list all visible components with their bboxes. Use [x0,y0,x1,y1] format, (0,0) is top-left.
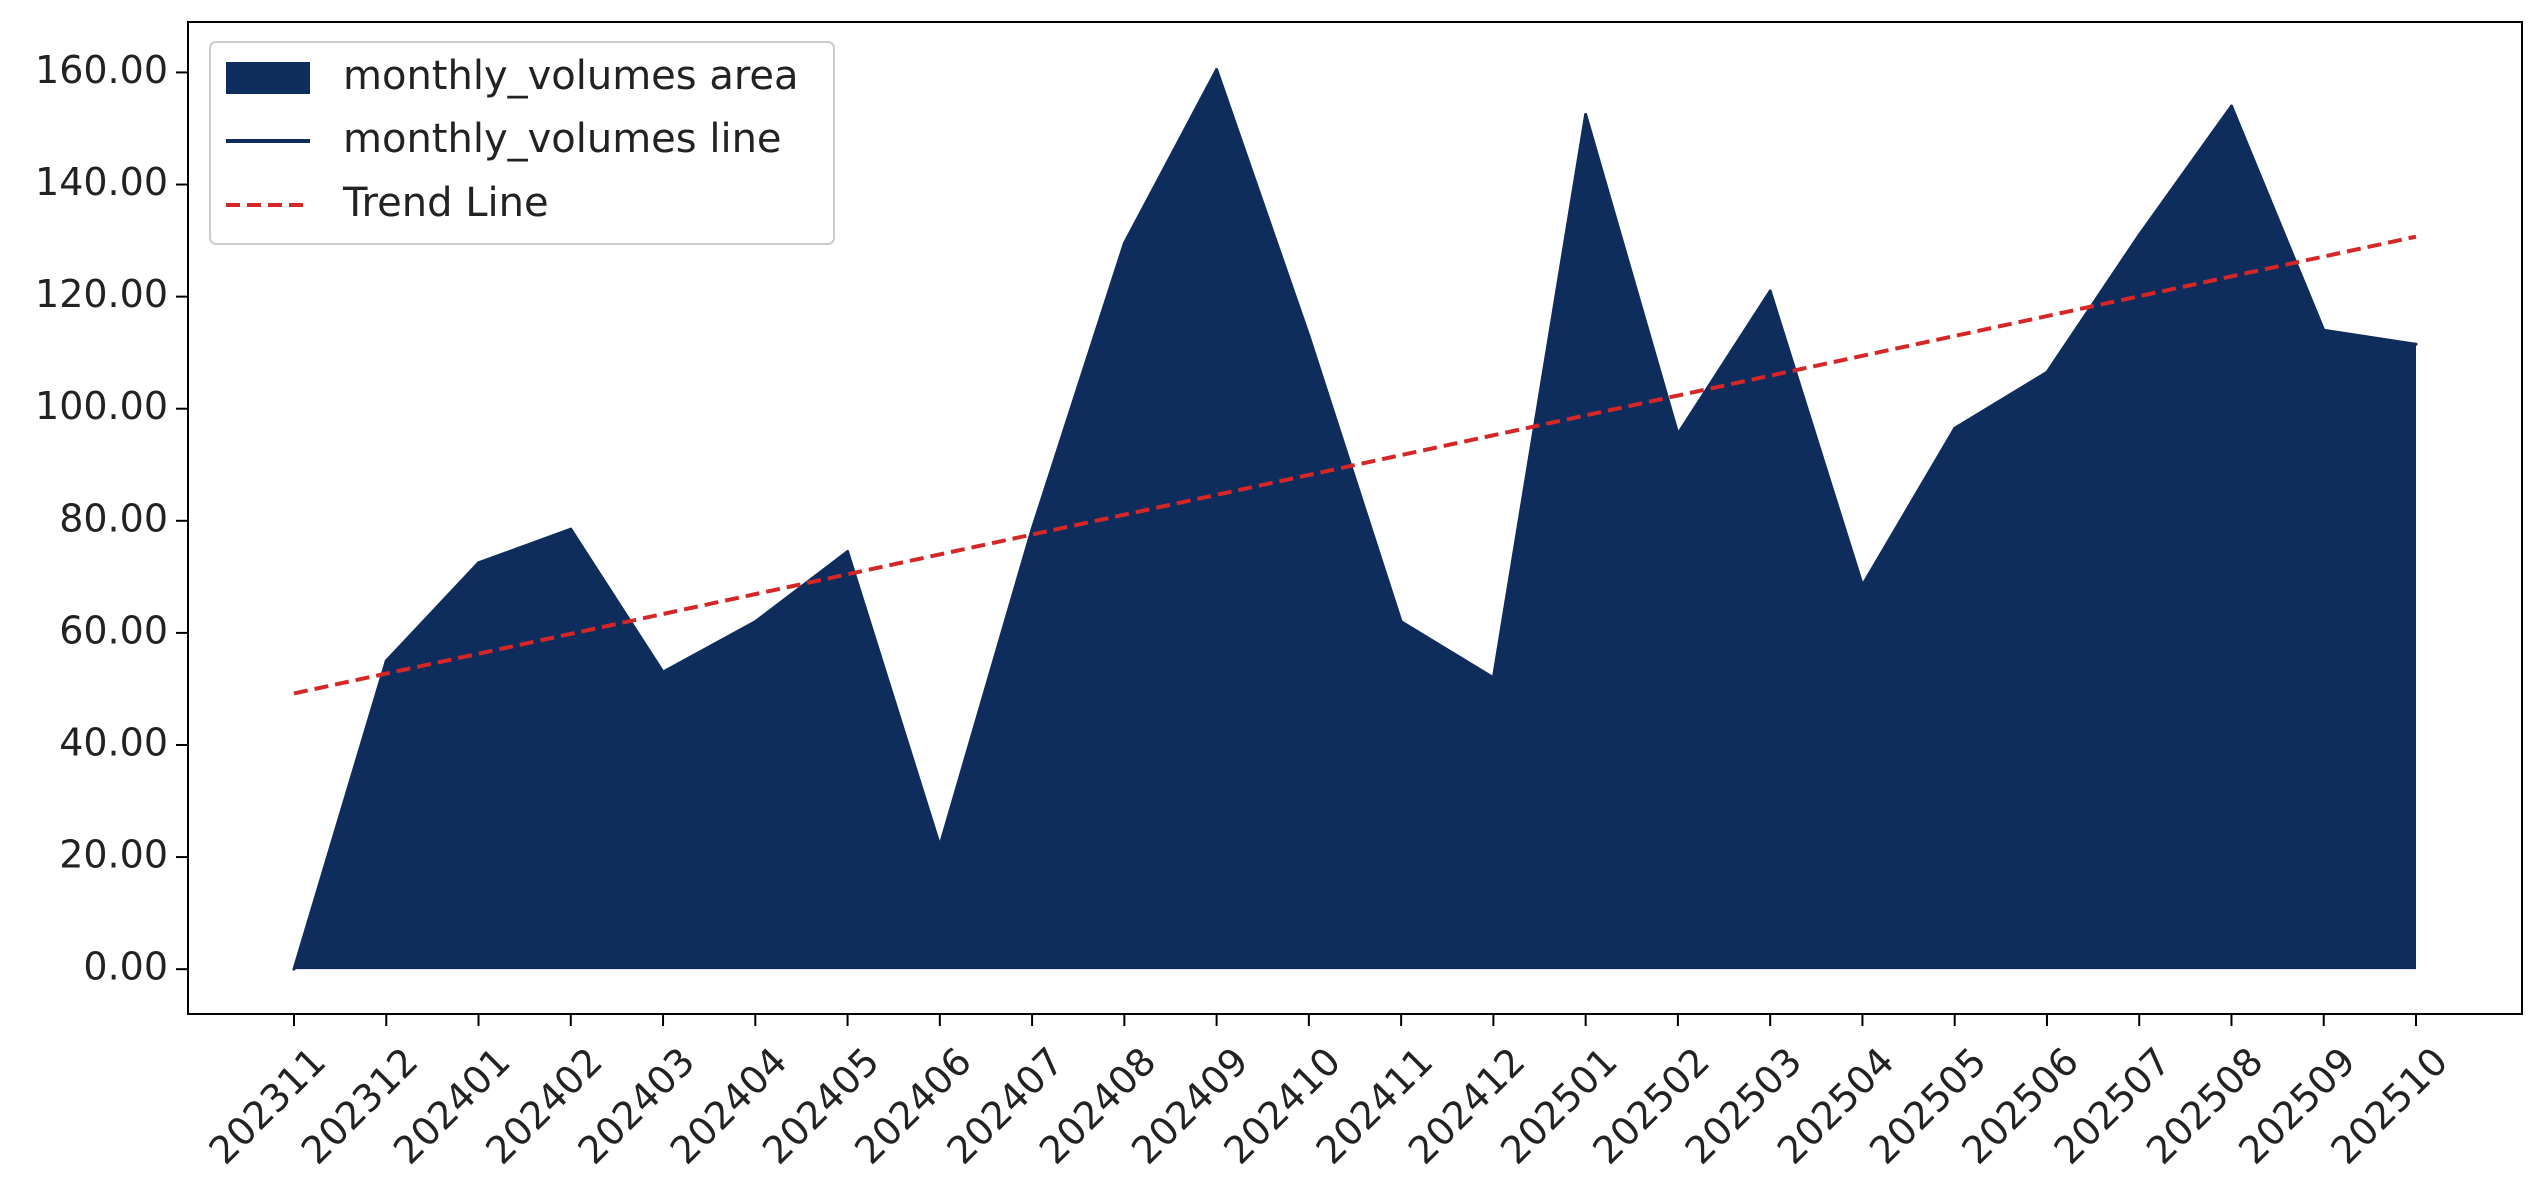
legend-label: monthly_volumes area [343,53,799,99]
data-point [753,620,757,624]
data-point [2414,342,2418,346]
data-point [1030,527,1034,531]
data-point [1307,334,1311,338]
plot-area [292,68,2418,971]
data-point [846,550,850,554]
trend-line [293,234,2417,696]
data-point [1676,432,1680,436]
data-point [1122,241,1126,245]
data-point [384,659,388,663]
data-point [1491,676,1495,680]
area-fill-monthly-volumes [294,69,2416,970]
data-point [2322,328,2326,332]
data-point [1584,112,1588,116]
y-tick-label: 140.00 [35,160,168,204]
legend: monthly_volumes area monthly_volumes line… [209,41,835,245]
data-point [938,844,942,848]
data-point [1953,426,1957,430]
data-point [1399,620,1403,624]
y-tick-label: 0.00 [83,945,168,989]
legend-swatch-area [226,62,310,94]
series-line-monthly-volumes [292,68,2417,970]
y-tick-label: 160.00 [35,48,168,92]
data-point [569,527,573,531]
data-point [1860,583,1864,587]
y-tick-label: 20.00 [59,833,168,877]
y-tick-label: 100.00 [35,384,168,428]
y-tick-label: 80.00 [59,496,168,540]
data-point [2137,233,2141,237]
data-point [2229,104,2233,108]
data-point [1215,68,1219,72]
data-point [477,561,481,565]
y-tick-label: 40.00 [59,720,168,764]
y-tick-label: 60.00 [59,608,168,652]
data-point [1768,289,1772,293]
axes-frame [187,21,2523,1015]
data-point [2045,370,2049,374]
legend-label: Trend Line [342,180,549,226]
data-point [292,967,296,971]
y-tick-label: 120.00 [35,272,168,316]
legend-label: monthly_volumes line [343,116,782,162]
data-point [661,670,665,674]
legend-box [209,41,835,245]
